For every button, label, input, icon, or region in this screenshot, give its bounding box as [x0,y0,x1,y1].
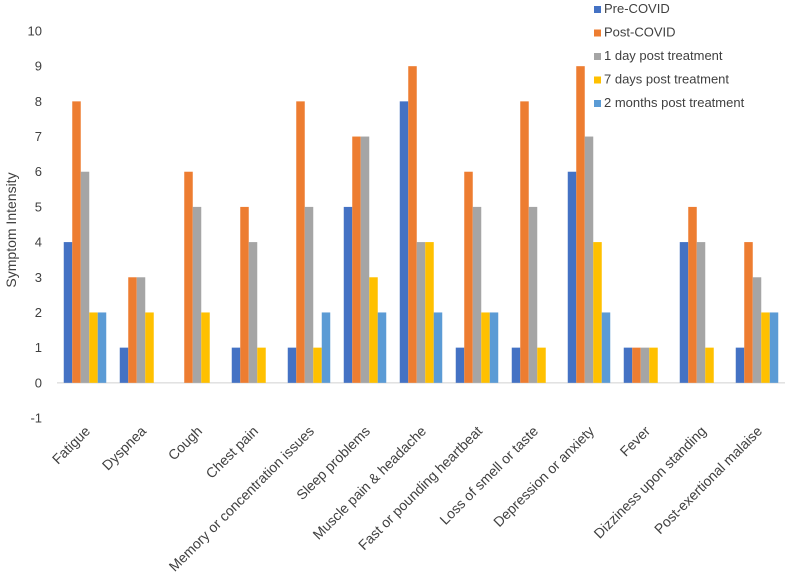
bar-post-covid-0 [72,101,81,383]
bar-2-months-post-treatment-12 [769,312,779,383]
bar-2-months-post-treatment-9 [601,312,611,383]
bar-1-day-post-treatment-8 [528,206,538,383]
category-label: Cough [165,423,205,463]
y-tick-label: 0 [35,375,42,390]
legend-swatch [594,29,601,37]
bar-post-covid-3 [240,206,249,383]
bar-1-day-post-treatment-0 [80,171,90,383]
bar-7-days-post-treatment-2 [201,312,210,383]
y-tick-label: 3 [35,270,42,285]
legend-label: Pre-COVID [604,1,670,16]
legend-label: 7 days post treatment [604,72,729,87]
legend-label: Post-COVID [604,25,676,40]
category-label: Chest pain [202,423,261,482]
bar-pre-covid-5 [343,206,353,383]
bar-pre-covid-3 [231,347,241,383]
y-tick-label: 2 [35,305,42,320]
category-label: Depression or anxiety [490,423,597,530]
bar-pre-covid-0 [63,242,73,383]
bar-pre-covid-9 [567,171,577,383]
bar-pre-covid-11 [679,242,689,383]
bar-7-days-post-treatment-1 [145,312,154,383]
bar-7-days-post-treatment-4 [313,347,322,383]
y-axis-title: Symptom Intensity [3,172,19,287]
legend-label: 1 day post treatment [604,48,723,63]
bar-2-months-post-treatment-4 [321,312,331,383]
bar-post-covid-5 [352,136,361,383]
bar-1-day-post-treatment-9 [584,136,594,383]
legend-swatch [594,6,601,13]
bar-post-covid-4 [296,101,305,383]
bar-7-days-post-treatment-3 [257,347,266,383]
category-label: Dizziness upon standing [590,423,709,542]
bar-7-days-post-treatment-8 [537,347,546,383]
category-label: Muscle pain & headache [309,423,429,543]
bar-7-days-post-treatment-7 [481,312,490,383]
legend: Pre-COVID Post-COVID 1 day post treatment 7… [594,1,745,110]
bar-post-covid-1 [128,277,137,383]
bar-7-days-post-treatment-11 [705,347,714,383]
bar-7-days-post-treatment-5 [369,277,378,383]
bar-2-months-post-treatment-7 [489,312,499,383]
bar-post-covid-10 [632,347,641,383]
category-label: Post-exertional malaise [651,423,765,537]
y-tick-label: 8 [35,94,42,109]
bar-pre-covid-12 [735,347,745,383]
bar-1-day-post-treatment-3 [248,242,258,383]
y-axis-ticks: -1 0 1 2 3 4 5 6 7 8 9 10 [28,24,42,426]
category-label: Dyspnea [99,423,150,474]
bar-post-covid-6 [408,66,417,383]
bar-pre-covid-6 [399,101,409,383]
bar-post-covid-11 [688,206,697,383]
bar-7-days-post-treatment-9 [593,242,602,383]
bar-7-days-post-treatment-10 [649,347,658,383]
bar-pre-covid-4 [287,347,297,383]
bar-1-day-post-treatment-1 [136,277,146,383]
y-tick-label: 9 [35,59,42,74]
bar-post-covid-9 [576,66,585,383]
legend-swatch [594,76,601,84]
bar-post-covid-12 [744,242,753,383]
bar-2-months-post-treatment-6 [433,312,443,383]
bar-pre-covid-10 [623,347,633,383]
y-tick-label: 10 [28,24,42,39]
bar-7-days-post-treatment-12 [761,312,770,383]
bar-pre-covid-1 [119,347,129,383]
bar-post-covid-8 [520,101,529,383]
bar-pre-covid-8 [511,347,521,383]
legend-swatch [594,53,601,60]
bars [63,66,779,383]
bar-7-days-post-treatment-0 [89,312,98,383]
category-label: Fatigue [49,423,93,467]
bar-2-months-post-treatment-0 [97,312,107,383]
bar-post-covid-2 [184,171,193,383]
bar-1-day-post-treatment-5 [360,136,370,383]
bar-7-days-post-treatment-6 [425,242,434,383]
category-label: Fever [616,423,653,460]
bar-1-day-post-treatment-12 [752,277,762,383]
category-label: Loss of smell or taste [436,423,541,528]
bar-1-day-post-treatment-6 [416,242,426,383]
bar-1-day-post-treatment-7 [472,206,482,383]
bar-2-months-post-treatment-5 [377,312,387,383]
bar-pre-covid-7 [455,347,465,383]
bar-post-covid-7 [464,171,473,383]
y-tick-label: 5 [35,199,42,214]
y-tick-label: 7 [35,129,42,144]
bar-1-day-post-treatment-11 [696,242,706,383]
y-tick-label: -1 [30,411,42,426]
legend-label: 2 months post treatment [604,95,745,110]
y-tick-label: 1 [35,340,42,355]
bar-1-day-post-treatment-10 [640,347,650,383]
bar-1-day-post-treatment-4 [304,206,314,383]
y-tick-label: 4 [35,235,42,250]
bar-1-day-post-treatment-2 [192,206,202,383]
legend-swatch [594,100,601,107]
y-tick-label: 6 [35,164,42,179]
